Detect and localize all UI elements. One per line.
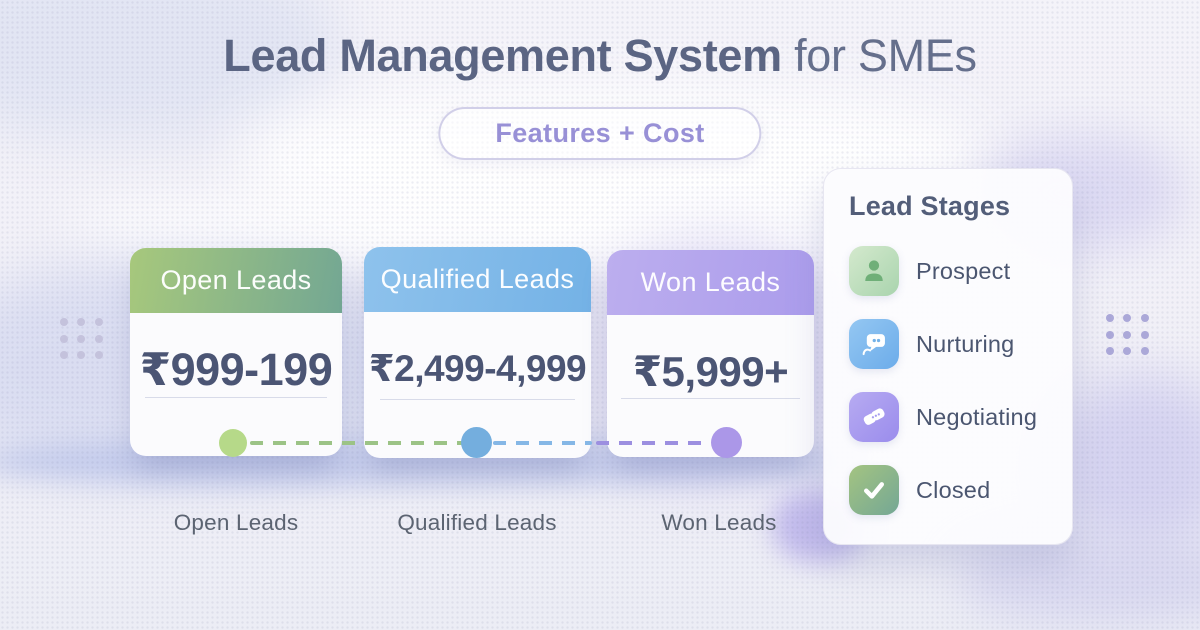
page-title: Lead Management System for SMEs [0,30,1200,82]
stage-item-closed: Closed [849,465,1052,515]
card-header: Open Leads [130,248,342,313]
stage-label: Closed [916,476,991,503]
timeline-dot-won [711,427,742,458]
lead-stages-panel: Lead Stages Prospect [823,168,1073,545]
stage-label: Negotiating [916,403,1038,430]
stage-label: Prospect [916,257,1011,284]
panel-title: Lead Stages [849,191,1011,221]
checkmark-icon [849,465,899,515]
decorative-dot-grid-left [60,318,112,368]
card-divider [379,399,576,400]
card-price: ₹5,999+ [632,347,789,395]
background-wash [1055,375,1200,550]
timeline-label-qualified: Qualified Leads [397,510,557,535]
card-divider [144,397,328,398]
timeline-dot-open [219,429,247,457]
page-title-main: Lead Management System [223,30,782,81]
handshake-icon [849,392,899,442]
decorative-dot-grid-right [1106,314,1158,364]
card-header: Qualified Leads [364,247,591,312]
timeline-label-open: Open Leads [173,510,299,535]
stage-list: Prospect Nurturing [849,246,1052,515]
stage-label: Nurturing [916,330,1015,357]
card-price: ₹999-199 [139,343,333,395]
background-wash [960,535,1200,625]
page-title-suffix: for SMEs [781,30,977,81]
card-header: Won Leads [607,250,814,315]
stage-item-prospect: Prospect [849,246,1052,296]
connector-dash-purple [596,441,710,445]
connector-dash-green [250,441,465,445]
person-icon [849,246,899,296]
features-cost-badge[interactable]: Features + Cost [438,107,762,160]
stage-item-nurturing: Nurturing [849,319,1052,369]
pricing-card-open-leads: Open Leads ₹999-199 [130,248,342,456]
stage-item-negotiating: Negotiating [849,392,1052,442]
chat-bubble-icon [849,319,899,369]
timeline-label-won: Won Leads [661,510,777,535]
card-divider [621,398,800,399]
timeline-dot-qualified [461,427,492,458]
connector-dash-blue [493,441,592,445]
card-price: ₹2,499-4,999 [368,347,587,389]
pricing-card-won-leads: Won Leads ₹5,999+ [607,250,814,457]
